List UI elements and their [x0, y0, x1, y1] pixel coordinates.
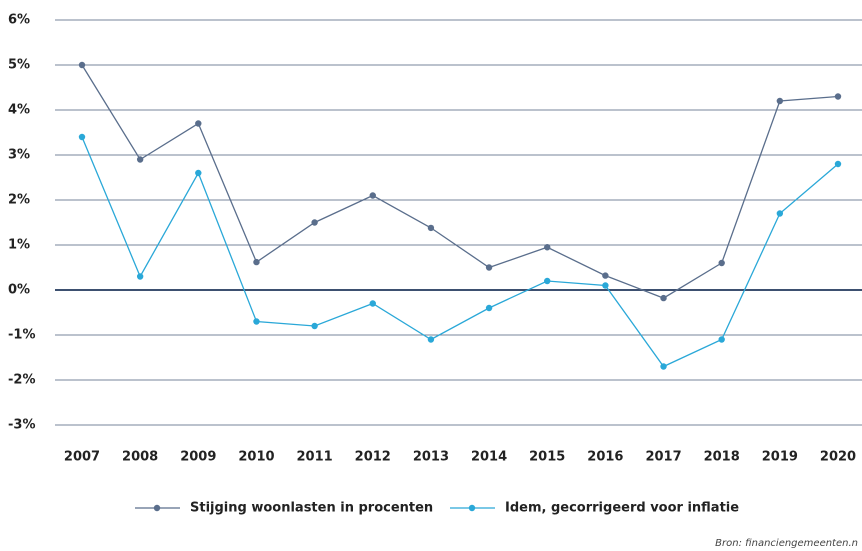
x-tick-label: 2014 — [471, 450, 507, 465]
y-tick-label: 3% — [8, 148, 30, 163]
point — [136, 273, 144, 280]
legend-label: Stijging woonlasten in procenten — [190, 501, 433, 516]
point — [427, 336, 435, 343]
y-tick-label: -1% — [8, 328, 35, 343]
y-tick-label: 4% — [8, 103, 30, 118]
point — [718, 259, 725, 267]
x-tick-label: 2013 — [413, 450, 449, 465]
point — [718, 336, 725, 343]
x-tick-label: 2008 — [122, 450, 158, 465]
x-tick-label: 2015 — [529, 450, 565, 465]
x-tick-label: 2012 — [355, 450, 391, 465]
source: Bron: financiengemeenten.n — [715, 538, 858, 549]
point — [660, 363, 667, 370]
x-tick-label: 2017 — [645, 450, 681, 465]
x-tick-label: 2009 — [180, 450, 216, 465]
point — [369, 300, 376, 307]
point — [660, 294, 667, 302]
y-tick-label: 5% — [8, 58, 30, 73]
point — [311, 322, 318, 330]
x-tick-label: 2020 — [820, 450, 856, 465]
point — [834, 160, 842, 168]
point — [834, 93, 842, 100]
x-tick-label: 2011 — [297, 450, 333, 465]
legend-label: Idem, gecorrigeerd voor inflatie — [505, 501, 739, 516]
point — [253, 258, 260, 266]
point — [136, 156, 144, 163]
x-tick-label: 2007 — [64, 450, 100, 465]
x-tick-label: 2018 — [704, 450, 740, 465]
legend-marker — [468, 504, 476, 512]
y-tick-label: 0% — [8, 283, 30, 298]
point — [195, 120, 202, 127]
point — [427, 224, 435, 232]
point — [485, 264, 493, 271]
series-line — [81, 136, 839, 368]
point — [253, 318, 260, 325]
point — [485, 304, 493, 312]
point — [544, 244, 551, 251]
legend-marker — [153, 504, 161, 512]
point — [369, 192, 376, 199]
y-tick-label: -2% — [8, 373, 35, 388]
y-tick-label: -3% — [8, 418, 35, 433]
point — [544, 277, 551, 285]
point — [776, 210, 784, 217]
y-tick-label: 2% — [8, 193, 30, 208]
point — [602, 272, 609, 279]
point — [776, 97, 784, 105]
x-tick-label: 2010 — [238, 450, 274, 465]
point — [602, 282, 609, 289]
x-tick-label: 2019 — [762, 450, 798, 465]
y-tick-label: 1% — [8, 238, 30, 253]
point — [195, 169, 202, 177]
x-tick-label: 2016 — [587, 450, 623, 465]
point — [78, 61, 86, 69]
series-line — [81, 64, 839, 299]
point — [311, 219, 318, 226]
point — [78, 133, 86, 141]
y-tick-label: 6% — [8, 13, 30, 28]
